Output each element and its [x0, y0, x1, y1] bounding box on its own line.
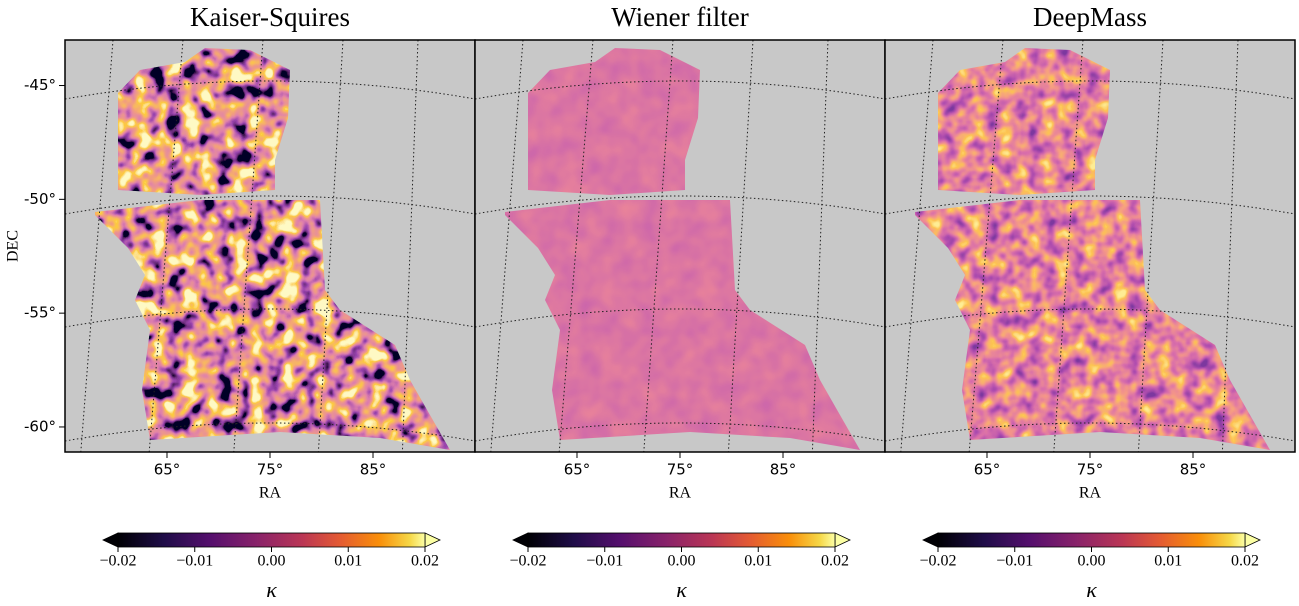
graticule-meridian — [1137, 39, 1164, 453]
colorbar-extend-high — [424, 532, 441, 548]
colorbar-tick-label: 0.02 — [411, 553, 439, 570]
colorbar-tick-label: −0.01 — [586, 553, 623, 570]
colorbar-extend-high — [834, 532, 851, 548]
colorbar-tick-label: 0.01 — [334, 553, 362, 570]
graticule-parallel — [474, 422, 886, 442]
y-tick-label: -60° — [24, 417, 56, 435]
colorbar-extend-high — [1244, 532, 1261, 548]
graticule-meridian — [148, 39, 184, 453]
colorbar — [527, 532, 836, 548]
graticule-parallel — [884, 195, 1296, 215]
colorbar-tick-label: 0.00 — [258, 553, 286, 570]
graticule-meridian — [1053, 39, 1084, 453]
survey-footprint — [915, 48, 1270, 450]
colorbar-label: κ — [676, 577, 687, 602]
footprint-south — [505, 200, 860, 450]
colorbar-extend-low — [922, 532, 939, 548]
y-tick-label: -50° — [24, 190, 56, 208]
graticule-meridian — [1221, 39, 1239, 453]
graticule-meridian — [490, 39, 524, 453]
graticule-meridian — [811, 39, 829, 453]
graticule-parallel — [884, 422, 1296, 442]
x-axis-label: RA — [1079, 485, 1102, 502]
x-tick-label: 75° — [1077, 461, 1104, 479]
graticule-meridian — [233, 39, 264, 453]
graticule-parallel — [64, 195, 476, 215]
x-tick-label: 65° — [564, 461, 591, 479]
graticule-meridian — [643, 39, 674, 453]
footprint-north — [528, 48, 700, 195]
x-axis-label: RA — [669, 485, 692, 502]
x-tick-label: 75° — [667, 461, 694, 479]
x-tick-label: 65° — [154, 461, 181, 479]
colorbar-tick-label: −0.02 — [509, 553, 546, 570]
colorbar-tick-label: 0.00 — [668, 553, 696, 570]
colorbar-tick-label: −0.02 — [99, 553, 136, 570]
x-tick-label: 75° — [257, 461, 284, 479]
colorbar-tick-label: 0.00 — [1078, 553, 1106, 570]
y-tick-label: -55° — [24, 304, 56, 322]
colorbar-tick-label: 0.01 — [1154, 553, 1182, 570]
panel-title: Kaiser-Squires — [190, 2, 350, 32]
graticule-parallel — [64, 80, 476, 100]
graticule-parallel — [64, 422, 476, 442]
graticule-meridian — [968, 39, 1004, 453]
x-tick-label: 85° — [1180, 461, 1207, 479]
panel-title: Wiener filter — [611, 2, 749, 32]
graticule-parallel — [64, 308, 476, 328]
graticule-meridian — [401, 39, 419, 453]
y-tick-label: -45° — [24, 76, 56, 94]
colorbar-tick-label: −0.01 — [176, 553, 213, 570]
footprint-north — [938, 48, 1110, 195]
x-tick-label: 85° — [360, 461, 387, 479]
colorbar-tick-label: 0.02 — [1231, 553, 1259, 570]
graticule-meridian — [80, 39, 114, 453]
survey-footprint — [505, 48, 860, 450]
graticule-parallel — [884, 80, 1296, 100]
graticule-meridian — [900, 39, 934, 453]
x-tick-label: 85° — [770, 461, 797, 479]
colorbar-tick-label: 0.01 — [744, 553, 772, 570]
x-axis-label: RA — [259, 485, 282, 502]
survey-footprint — [95, 48, 450, 450]
graticule-parallel — [474, 308, 886, 328]
colorbar-label: κ — [1086, 577, 1097, 602]
colorbar-label: κ — [266, 577, 277, 602]
colorbar-tick-label: −0.01 — [996, 553, 1033, 570]
footprint-north — [118, 48, 290, 195]
y-axis-label: DEC — [5, 230, 22, 262]
graticule-meridian — [317, 39, 344, 453]
graticule-parallel — [884, 308, 1296, 328]
graticule-parallel — [474, 195, 886, 215]
colorbar — [117, 532, 426, 548]
graticule-meridian — [727, 39, 754, 453]
footprint-south — [95, 200, 450, 450]
colorbar-tick-label: −0.02 — [919, 553, 956, 570]
panel-title: DeepMass — [1033, 2, 1147, 32]
footprint-south — [915, 200, 1270, 450]
colorbar — [937, 532, 1246, 548]
colorbar-tick-label: 0.02 — [821, 553, 849, 570]
colorbar-extend-low — [102, 532, 119, 548]
graticule-meridian — [558, 39, 594, 453]
colorbar-extend-low — [512, 532, 529, 548]
graticule-parallel — [474, 80, 886, 100]
x-tick-label: 65° — [974, 461, 1001, 479]
